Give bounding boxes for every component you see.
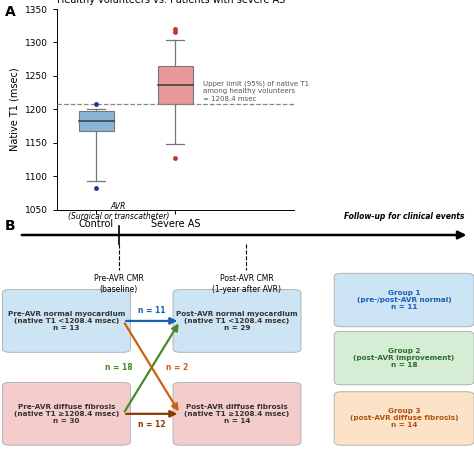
- Text: Post-AVR normal myocardium
(native T1 <1208.4 msec)
n = 29: Post-AVR normal myocardium (native T1 <1…: [176, 311, 298, 331]
- FancyBboxPatch shape: [334, 331, 474, 385]
- Text: B: B: [5, 219, 15, 233]
- Text: Healthy volunteers vs. Patients with severe AS: Healthy volunteers vs. Patients with sev…: [57, 0, 285, 5]
- Bar: [79, 111, 114, 131]
- Text: A: A: [5, 5, 16, 18]
- Text: n = 18: n = 18: [105, 363, 133, 372]
- Text: AVR
(Surgical or transcatheter): AVR (Surgical or transcatheter): [68, 202, 169, 221]
- Text: Post-AVR diffuse fibrosis
(native T1 ≥1208.4 msec)
n = 14: Post-AVR diffuse fibrosis (native T1 ≥12…: [184, 404, 290, 424]
- Text: Pre-AVR CMR
(baseline): Pre-AVR CMR (baseline): [93, 275, 144, 294]
- FancyBboxPatch shape: [2, 382, 130, 445]
- Text: n = 12: n = 12: [138, 419, 165, 428]
- Text: Pre-AVR normal myocardium
(native T1 <1208.4 msec)
n = 13: Pre-AVR normal myocardium (native T1 <12…: [8, 311, 125, 331]
- FancyBboxPatch shape: [334, 392, 474, 445]
- FancyBboxPatch shape: [173, 290, 301, 352]
- Text: Post-AVR CMR
(1-year after AVR): Post-AVR CMR (1-year after AVR): [212, 275, 281, 294]
- Text: Group 2
(post-AVR improvement)
n = 18: Group 2 (post-AVR improvement) n = 18: [354, 348, 455, 368]
- Text: n = 2: n = 2: [166, 363, 188, 372]
- Bar: [157, 66, 193, 104]
- Y-axis label: Native T1 (msec): Native T1 (msec): [9, 68, 19, 151]
- Text: Upper limit (95%) of native T1
among healthy volunteers
= 1208.4 msec: Upper limit (95%) of native T1 among hea…: [203, 80, 309, 102]
- FancyBboxPatch shape: [334, 273, 474, 327]
- FancyBboxPatch shape: [173, 382, 301, 445]
- Text: Pre-AVR diffuse fibrosis
(native T1 ≥1208.4 msec)
n = 30: Pre-AVR diffuse fibrosis (native T1 ≥120…: [14, 404, 119, 424]
- Text: n = 11: n = 11: [138, 306, 165, 315]
- Text: Group 3
(post-AVR diffuse fibrosis)
n = 14: Group 3 (post-AVR diffuse fibrosis) n = …: [350, 409, 458, 428]
- Text: Group 1
(pre-/post-AVR normal)
n = 11: Group 1 (pre-/post-AVR normal) n = 11: [357, 290, 451, 310]
- Text: Follow-up for clinical events: Follow-up for clinical events: [344, 212, 465, 221]
- FancyBboxPatch shape: [2, 290, 130, 352]
